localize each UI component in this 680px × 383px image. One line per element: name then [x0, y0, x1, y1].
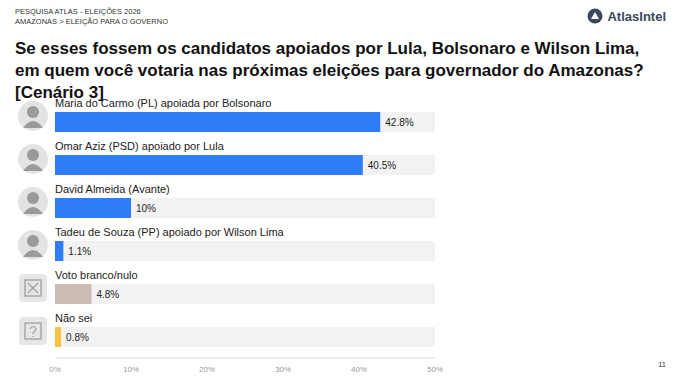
svg-text:10%: 10% — [123, 365, 139, 374]
svg-text:Tadeu de Souza (PP) apoiado po: Tadeu de Souza (PP) apoiado por Wilson L… — [55, 226, 285, 238]
svg-text:30%: 30% — [275, 365, 291, 374]
svg-text:0.8%: 0.8% — [66, 332, 89, 343]
svg-text:Voto branco/nulo: Voto branco/nulo — [55, 269, 138, 281]
svg-text:40%: 40% — [351, 365, 367, 374]
svg-text:0%: 0% — [49, 365, 61, 374]
svg-text:40.5%: 40.5% — [368, 160, 396, 171]
svg-text:Maria do Carmo (PL) apoiada po: Maria do Carmo (PL) apoiada por Bolsonar… — [55, 97, 271, 109]
svg-text:1.1%: 1.1% — [68, 246, 91, 257]
svg-text:20%: 20% — [199, 365, 215, 374]
svg-text:42.8%: 42.8% — [385, 117, 413, 128]
svg-text:50%: 50% — [427, 365, 443, 374]
svg-text:David Almeida (Avante): David Almeida (Avante) — [55, 183, 170, 195]
svg-text:10%: 10% — [136, 203, 156, 214]
svg-text:Não sei: Não sei — [55, 312, 92, 324]
svg-text:4.8%: 4.8% — [96, 289, 119, 300]
svg-text:Omar Aziz (PSD) apoiado por Lu: Omar Aziz (PSD) apoiado por Lula — [55, 140, 225, 152]
